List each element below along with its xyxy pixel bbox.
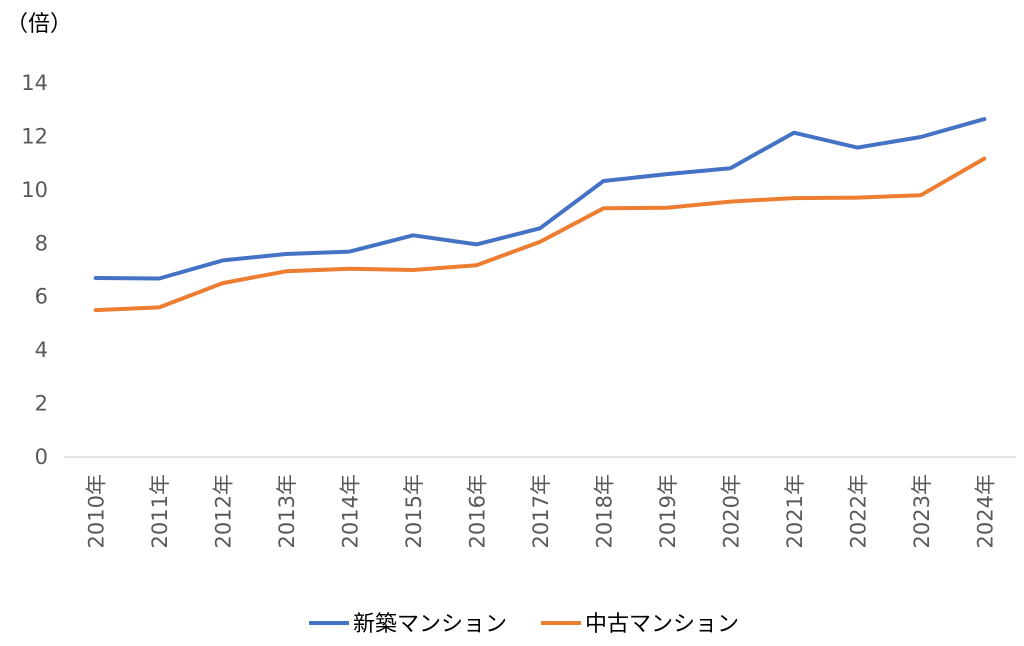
y-tick-label: 10 [21,178,48,202]
x-tick-label: 2023年 [910,474,934,548]
y-tick-label: 4 [35,338,48,362]
legend-label: 新築マンション [353,612,507,637]
y-tick-label: 2 [35,392,48,416]
series-line-1 [93,156,987,313]
x-tick-label: 2011年 [148,474,172,548]
y-axis-ticks: 0 2 4 6 8 10 12 14 [21,71,48,469]
series-line-0 [93,117,987,281]
x-tick-label: 2024年 [973,474,997,548]
y-tick-label: 8 [35,231,48,255]
x-tick-label: 2015年 [402,474,426,548]
x-tick-label: 2016年 [466,474,490,548]
y-tick-label: 14 [21,71,48,95]
y-tick-label: 6 [35,285,48,309]
x-tick-label: 2010年 [85,474,109,548]
legend-label: 中古マンション [585,612,739,637]
y-tick-label: 12 [21,124,48,148]
x-tick-label: 2021年 [783,474,807,548]
y-tick-label: 0 [35,445,48,469]
y-unit-label: （倍） [6,12,72,37]
x-tick-label: 2018年 [592,474,616,548]
x-axis-ticks: 2010年 2011年 2012年 2013年 2014年 2015年 2016年 2017年… [85,474,998,548]
x-tick-label: 2022年 [846,474,870,548]
x-tick-label: 2020年 [719,474,743,548]
x-tick-label: 2017年 [529,474,553,548]
x-tick-label: 2012年 [212,474,236,548]
legend: 新築マンション 中古マンション [309,612,739,637]
series-lines [93,117,987,313]
x-tick-label: 2013年 [275,474,299,548]
x-tick-label: 2014年 [339,474,363,548]
x-tick-label: 2019年 [656,474,680,548]
